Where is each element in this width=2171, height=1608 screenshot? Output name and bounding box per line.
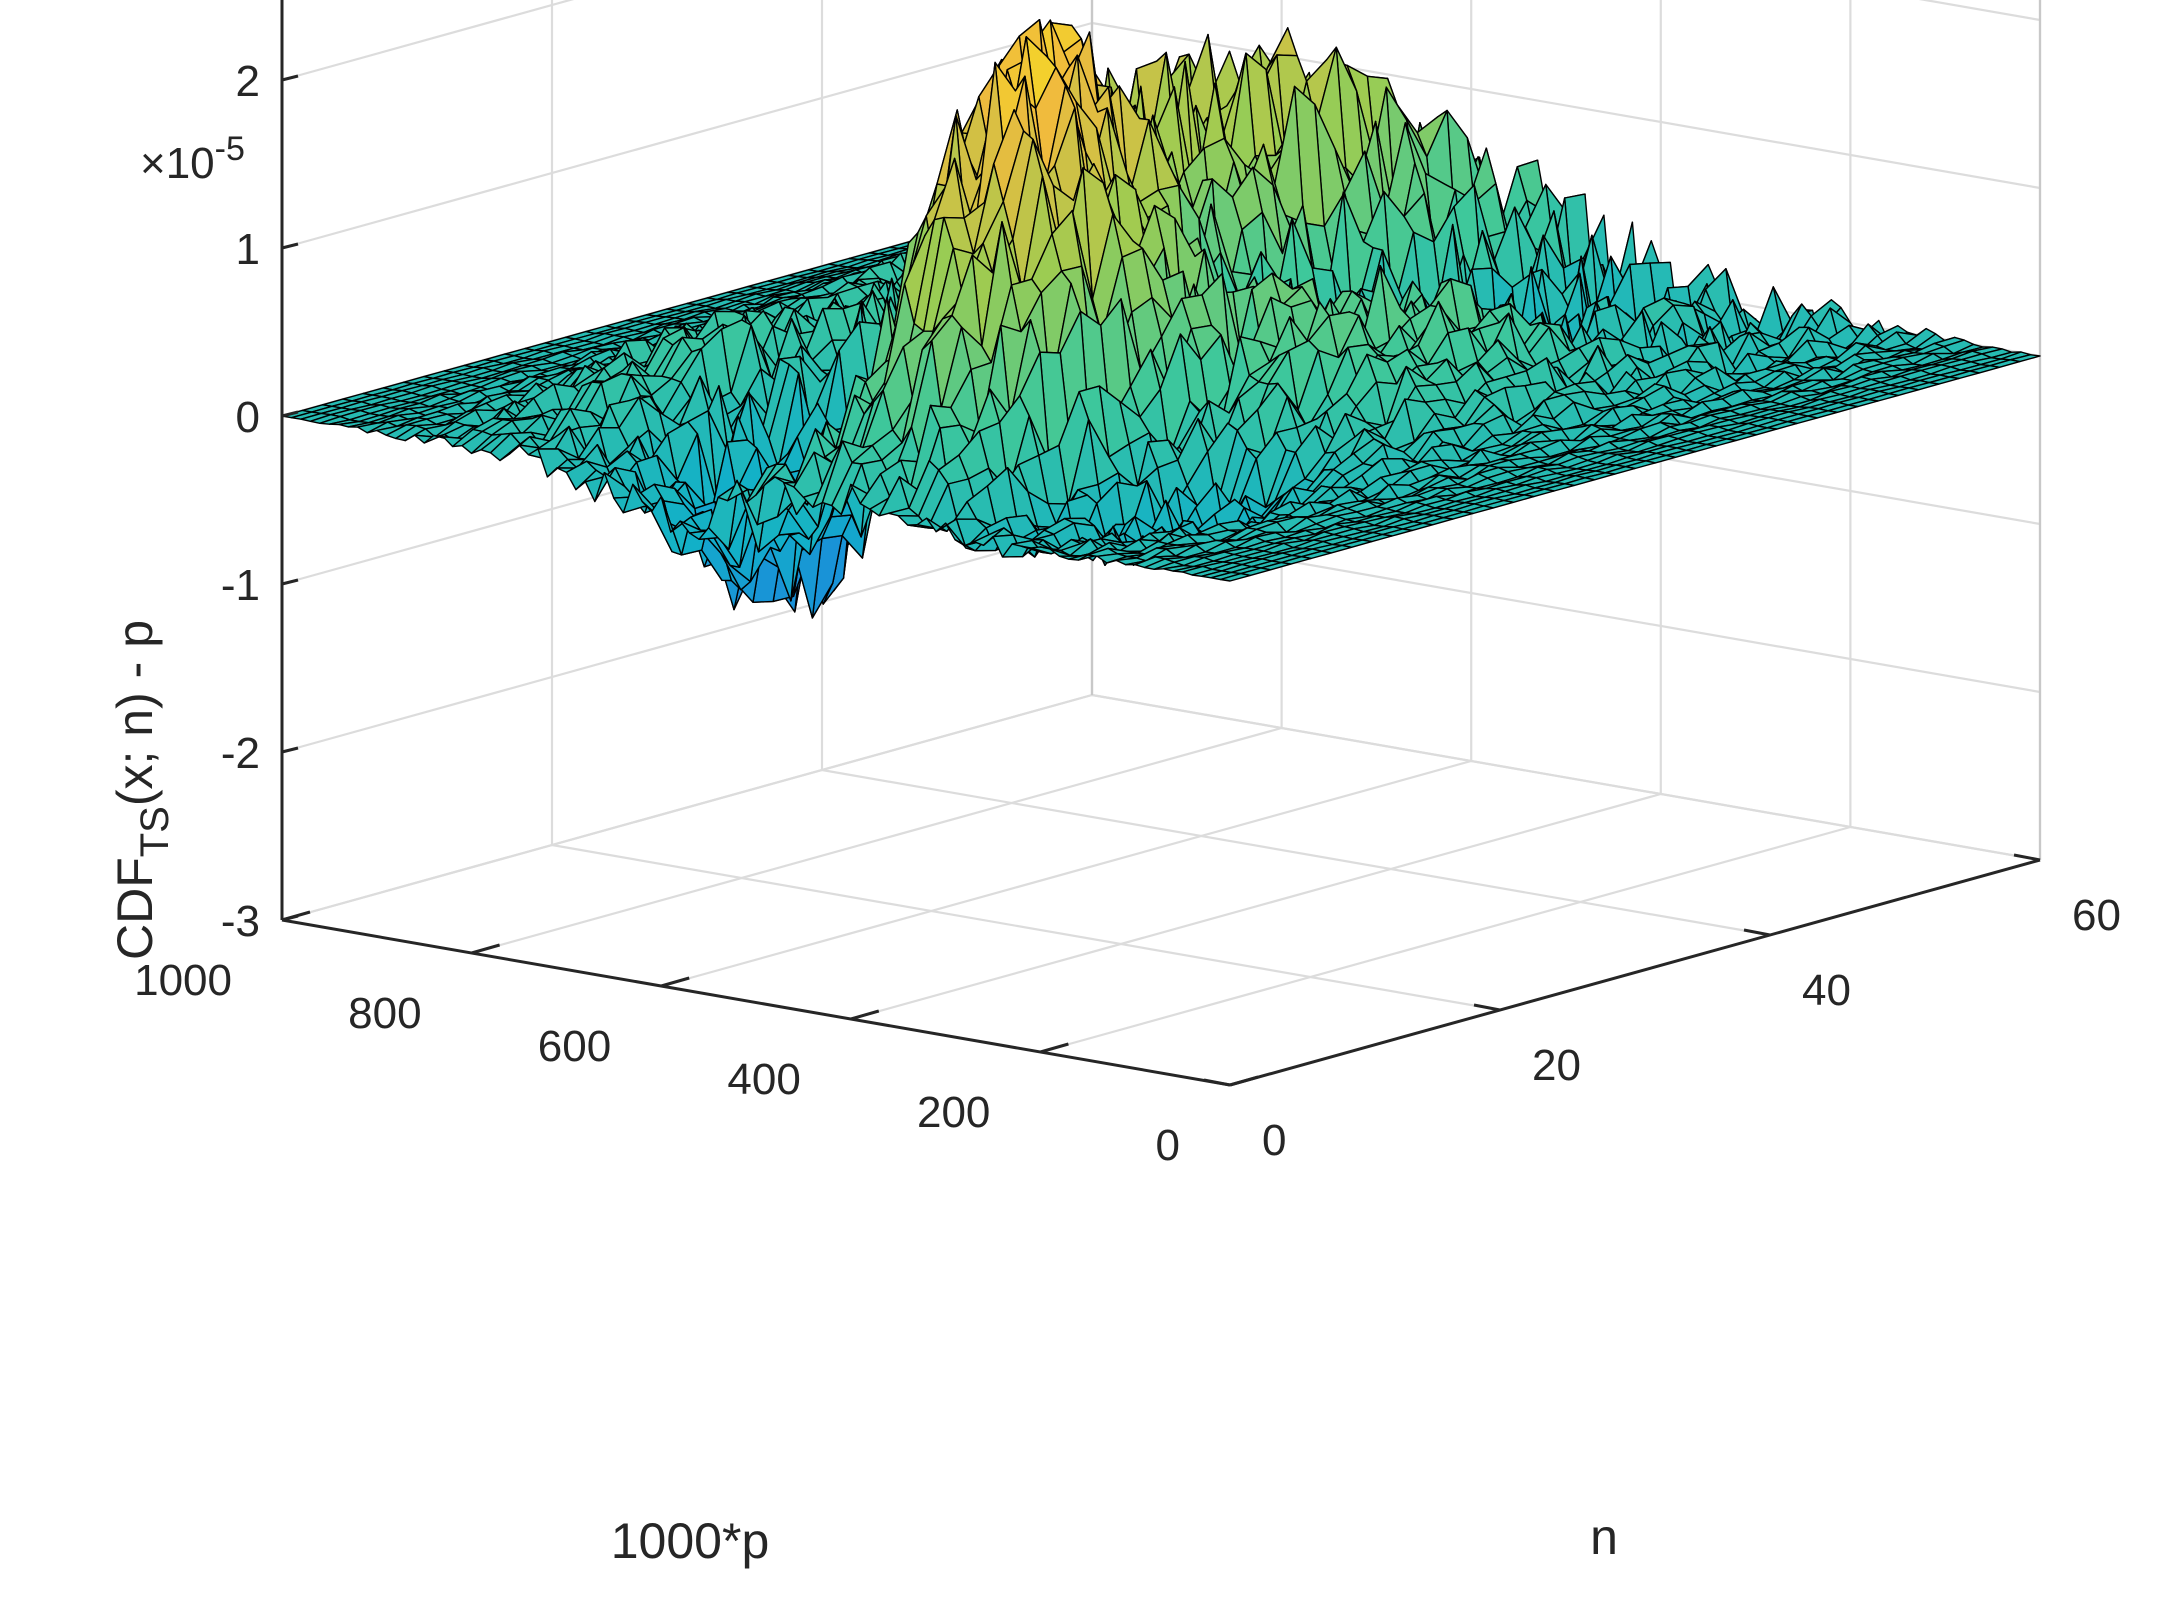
x-tick-label: 0: [1156, 1121, 1180, 1170]
z-tick-label: 0: [236, 393, 260, 442]
grid-line-x-floor: [281, 693, 1093, 922]
x-tick-label: 400: [727, 1055, 800, 1104]
z-axis-label-base: CDF: [107, 857, 163, 960]
grid-line-z-left-wall: [281, 525, 1093, 754]
z-exponent-label: ×10-5: [140, 130, 245, 188]
x-tick-mark: [1229, 1075, 1259, 1087]
y-tick-label: 40: [1802, 966, 1851, 1015]
y-tick-mark: [1473, 1003, 1501, 1012]
z-tick-mark: [281, 746, 299, 754]
y-axis-label: n: [1590, 1509, 1618, 1565]
z-exponent-power: -5: [215, 130, 245, 168]
z-tick-mark: [281, 242, 299, 250]
grid-line-x-floor: [660, 759, 1472, 988]
x-tick-mark: [660, 976, 690, 988]
z-tick-mark: [281, 914, 299, 922]
z-tick-label: -3: [221, 897, 260, 946]
z-tick-mark: [281, 74, 299, 82]
z-axis-label-subscript: TS: [133, 806, 177, 857]
x-tick-mark: [1039, 1042, 1069, 1054]
x-tick-mark: [471, 943, 501, 955]
grid-line-y-floor: [1091, 693, 2041, 862]
grid-line-z-left-wall: [281, 0, 575, 82]
z-exponent-prefix: ×10: [140, 139, 215, 188]
x-tick-label: 1000: [134, 956, 232, 1005]
grid-line-x-floor: [1040, 825, 1851, 1054]
y-tick-mark: [1203, 1078, 1231, 1087]
grid-line-x-floor: [471, 726, 1282, 955]
z-axis-label-rest: (x; n) - p: [107, 620, 163, 806]
z-tick-label: -1: [221, 561, 260, 610]
x-axis-label: 1000*p: [611, 1513, 770, 1569]
surface-cell: [1219, 572, 1252, 582]
grid-line-z-left-wall: [281, 21, 1093, 250]
y-tick-mark: [2013, 853, 2041, 862]
z-tick-mark: [281, 578, 299, 586]
grid-line-y-floor: [551, 843, 1501, 1012]
x-tick-label: 800: [348, 989, 421, 1038]
z-tick-mark: [281, 410, 299, 418]
z-tick-label: -2: [221, 729, 260, 778]
grid-line-z-right-wall: [1091, 21, 2041, 190]
z-axis-label: CDFTS(x; n) - p: [107, 620, 177, 960]
grid-line-x-floor: [850, 792, 1662, 1021]
z-tick-label: 1: [236, 225, 260, 274]
x-tick-label: 600: [538, 1022, 611, 1071]
tick-marks: [281, 74, 2041, 1087]
y-axis-line: [1229, 858, 2041, 1087]
y-tick-label: 20: [1532, 1041, 1581, 1090]
y-tick-label: 60: [2072, 891, 2121, 940]
x-tick-label: 200: [917, 1088, 990, 1137]
z-tick-label: 2: [236, 57, 260, 106]
x-axis-line: [281, 918, 1231, 1087]
grid-line-y-floor: [821, 768, 1771, 937]
y-tick-label: 0: [1262, 1116, 1286, 1165]
x-tick-mark: [850, 1009, 880, 1021]
y-tick-mark: [1743, 928, 1771, 937]
surface-mesh: [281, 19, 2041, 619]
